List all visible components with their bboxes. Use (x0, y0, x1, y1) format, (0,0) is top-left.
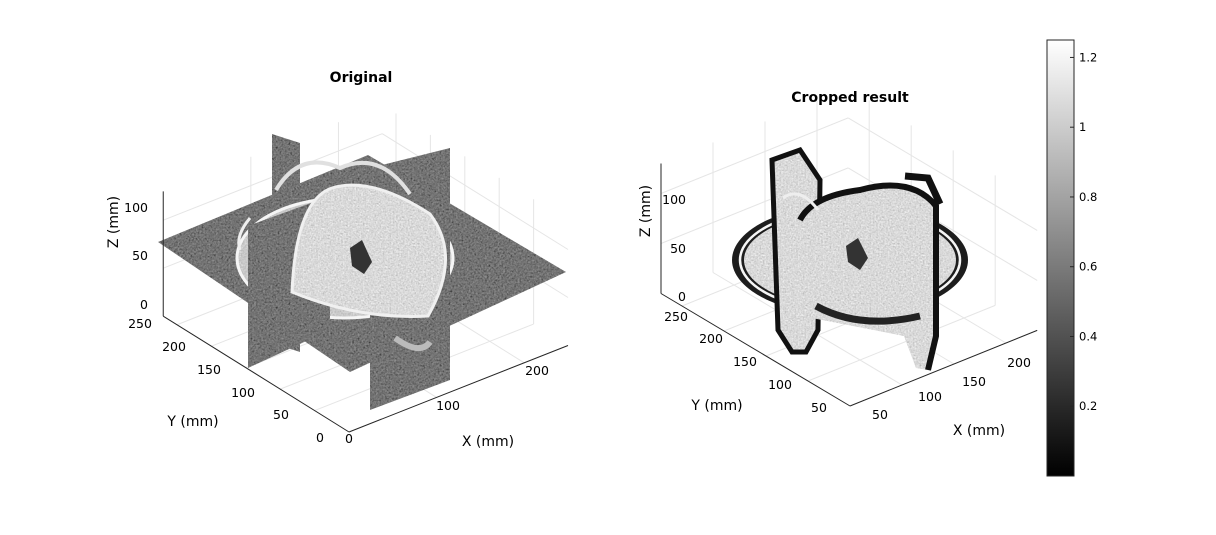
sagittal-rim (769, 146, 823, 355)
x-axis-line (348, 345, 569, 433)
axes-cropped-result: Cropped result X (mm) Y (mm) Z (mm) 50 1… (638, 90, 1038, 439)
grid-line (381, 133, 569, 250)
anatomy-lower (814, 302, 921, 325)
y-tick: 250 (664, 309, 688, 324)
colorbar: 0.2 0.4 0.6 0.8 1 1.2 (1046, 39, 1097, 477)
volume-slices (732, 146, 968, 371)
x-tick: 100 (918, 389, 942, 404)
colorbar-tick-label: 1 (1079, 120, 1086, 134)
z-axis-label: Z (mm) (106, 196, 122, 248)
y-tick: 50 (811, 400, 827, 415)
y-tick: 100 (768, 377, 792, 392)
y-tick: 150 (197, 362, 221, 377)
grid-line (807, 304, 996, 382)
colorbar-tick-label: 0.4 (1079, 329, 1097, 343)
colorbar-gradient (1046, 39, 1075, 477)
y-tick: 250 (128, 316, 152, 331)
grid-line (660, 117, 849, 194)
chart-title: Original (330, 70, 393, 86)
x-axis-line (849, 329, 1038, 407)
x-tick: 200 (1007, 355, 1031, 370)
axis-lines (162, 191, 569, 433)
anatomy-rim (237, 217, 252, 251)
x-tick: 150 (962, 374, 986, 389)
z-tick: 100 (124, 200, 148, 215)
x-axis-label: X (mm) (953, 423, 1005, 439)
chart-title: Cropped result (791, 90, 909, 106)
z-tick: 50 (132, 248, 148, 263)
colorbar-tick-label: 1.2 (1079, 50, 1097, 64)
y-tick: 200 (699, 331, 723, 346)
y-axis-line (660, 293, 851, 407)
y-tick: 100 (231, 385, 255, 400)
y-axis-line (162, 315, 350, 433)
x-tick: 0 (345, 431, 353, 446)
coronal-rim (904, 172, 944, 206)
x-tick: 100 (436, 398, 460, 413)
z-tick: 100 (662, 192, 686, 207)
x-tick: 200 (525, 363, 549, 378)
x-axis-label: X (mm) (462, 434, 514, 450)
x-tick: 50 (872, 407, 888, 422)
y-axis-label: Y (mm) (690, 398, 742, 414)
y-tick: 200 (162, 339, 186, 354)
anatomy-rim (290, 183, 447, 318)
y-tick: 0 (316, 430, 324, 445)
anatomy-coronal (292, 185, 446, 317)
y-tick: 50 (273, 407, 289, 422)
volume-slices (158, 134, 566, 410)
z-tick: 50 (670, 241, 686, 256)
coronal-slice (800, 185, 936, 370)
z-tick: 0 (140, 297, 148, 312)
colorbar-tick-label: 0.8 (1079, 190, 1097, 204)
colorbar-tick-label: 0.2 (1079, 399, 1097, 413)
axis-lines (660, 163, 1038, 407)
y-axis-label: Y (mm) (166, 414, 218, 430)
z-tick: 0 (678, 289, 686, 304)
colorbar-tick-label: 0.6 (1079, 260, 1097, 274)
axes-original: Original X (mm) Y (mm) Z (mm) 0 100 200 … (106, 70, 569, 450)
y-tick: 150 (733, 354, 757, 369)
anatomy-core (350, 240, 372, 274)
anatomy-lower (393, 335, 433, 351)
grid-line (847, 117, 1038, 231)
anatomy-rim (782, 192, 820, 211)
z-axis-label: Z (mm) (638, 185, 654, 237)
colorbar-ticks: 0.2 0.4 0.6 0.8 1 1.2 (1070, 50, 1097, 413)
anatomy-rim (274, 160, 412, 196)
anatomy-core (846, 238, 868, 270)
